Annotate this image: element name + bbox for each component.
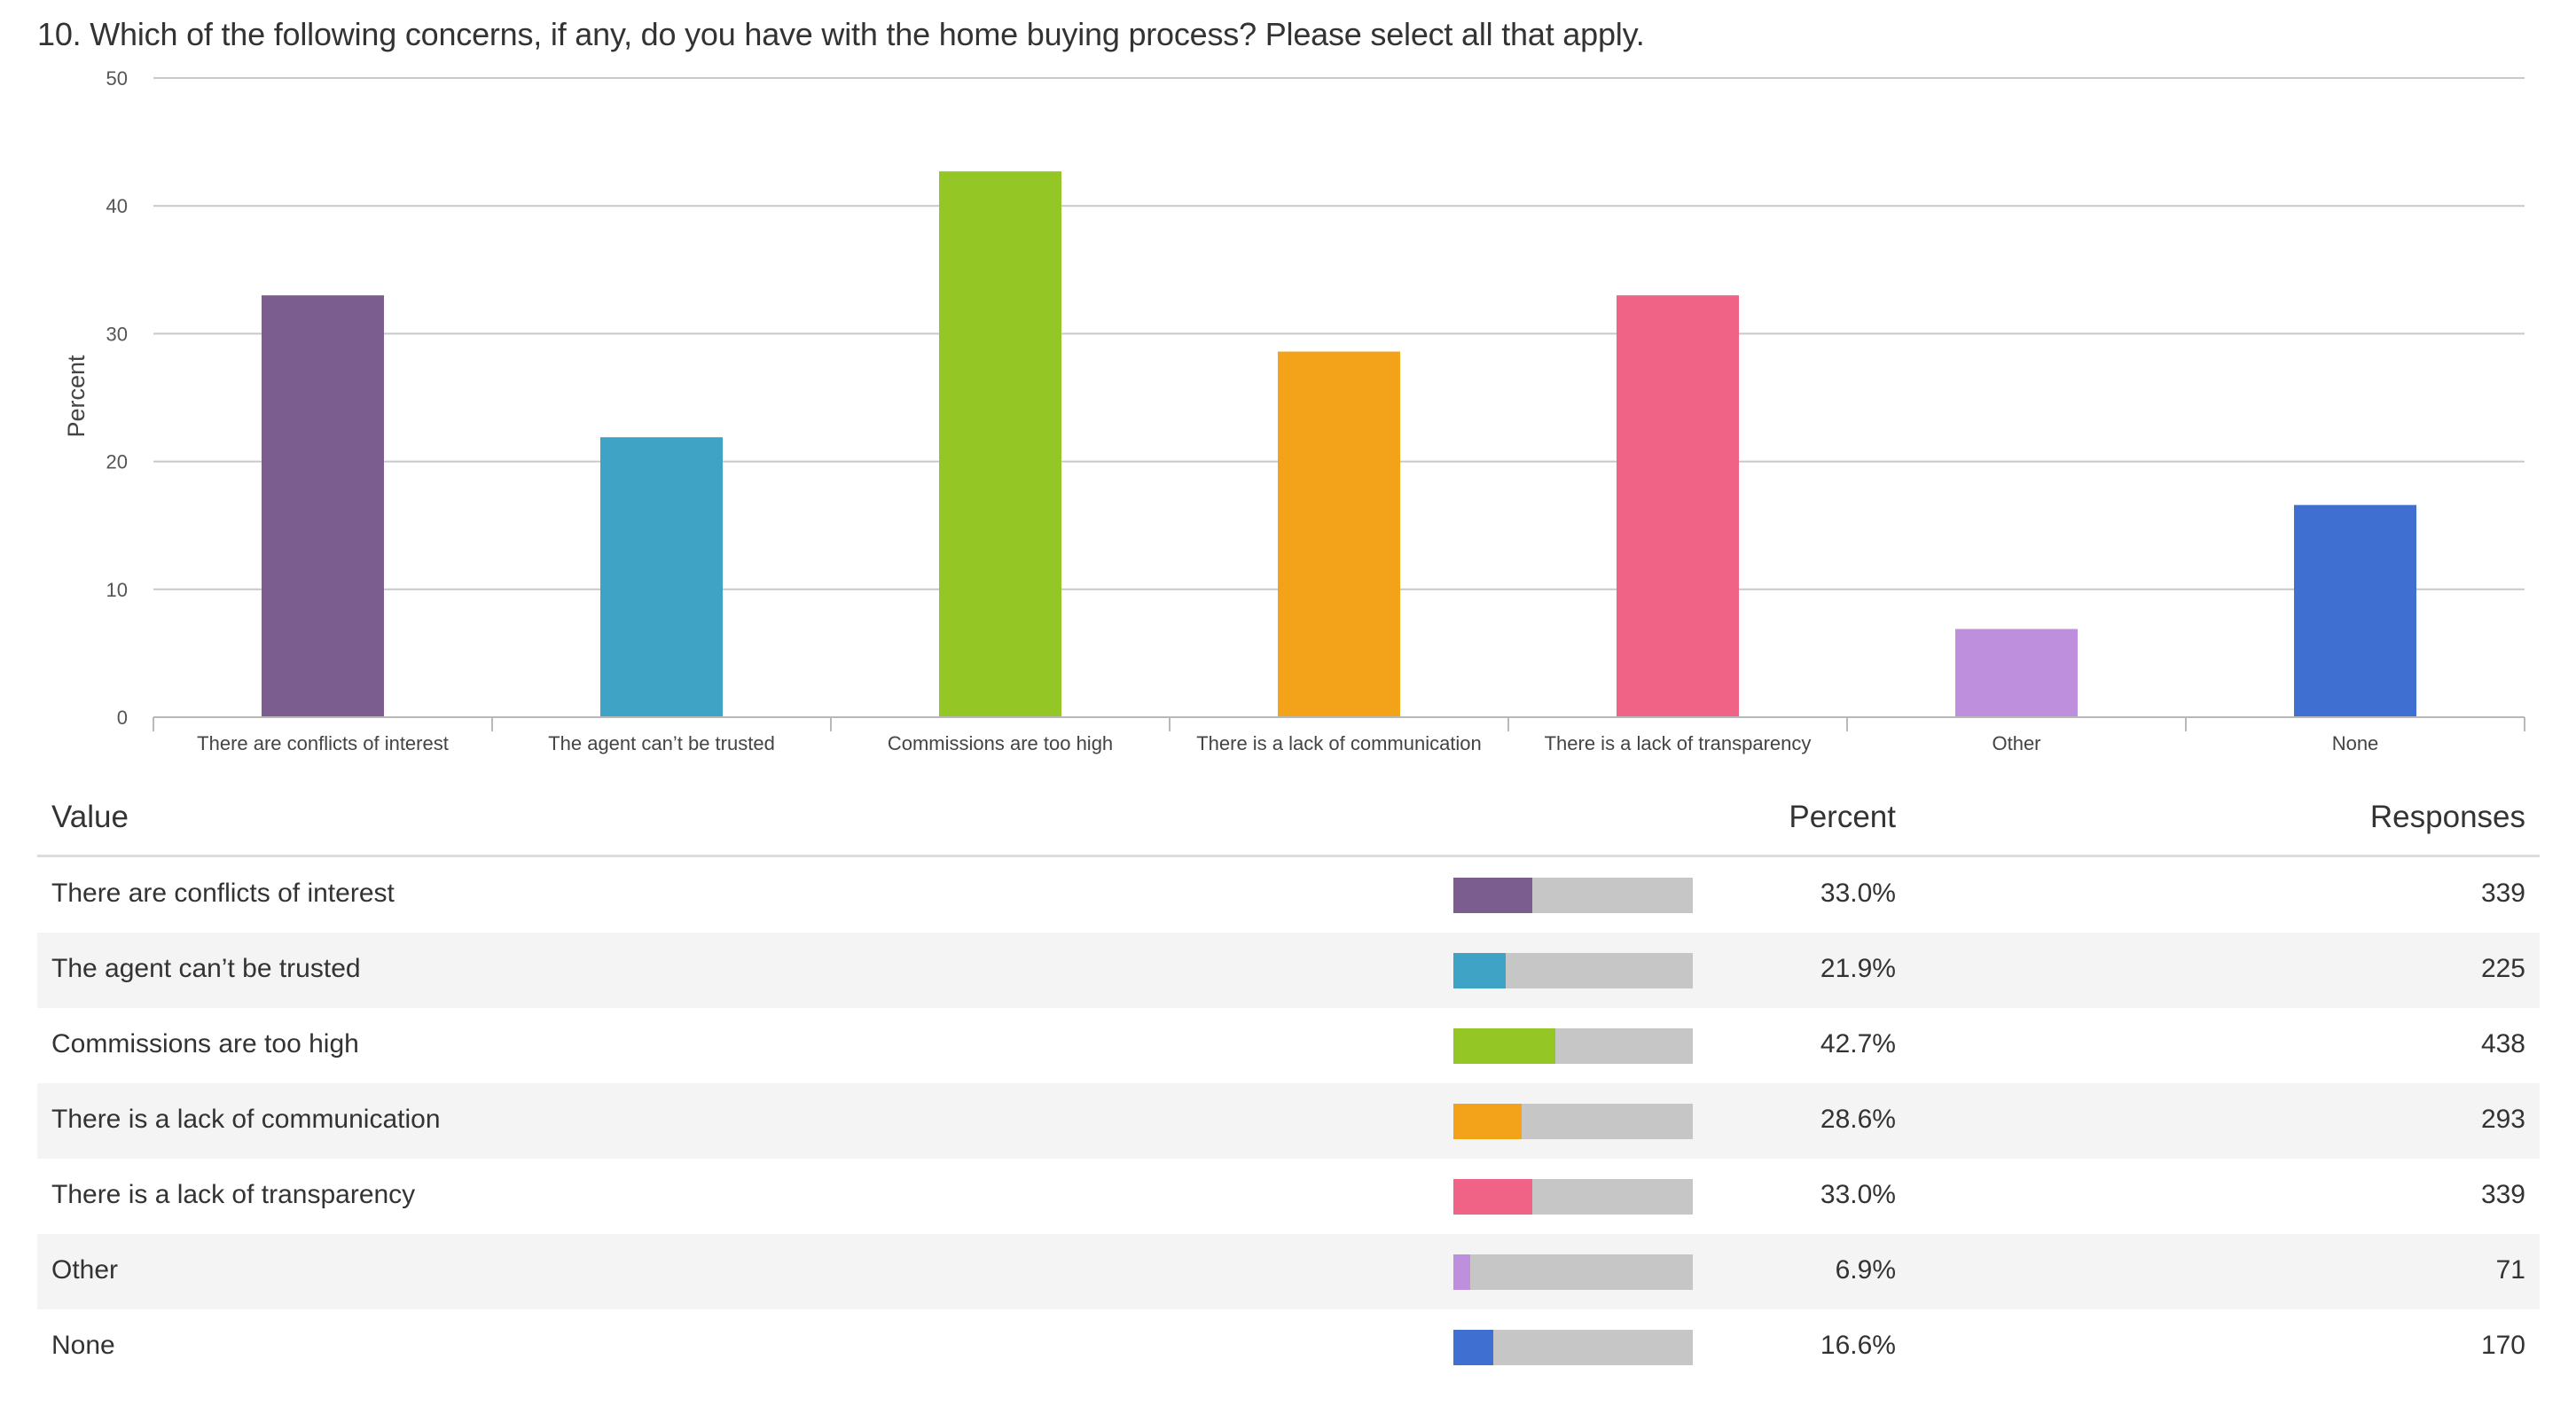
row-label: There are conflicts of interest bbox=[51, 879, 395, 908]
row-responses: 339 bbox=[2480, 1180, 2525, 1209]
row-label: There is a lack of communication bbox=[51, 1105, 441, 1134]
percent-bar-fill bbox=[1453, 878, 1533, 913]
row-label: Other bbox=[51, 1255, 119, 1285]
row-responses: 71 bbox=[2495, 1255, 2525, 1285]
header-percent: Percent bbox=[1789, 800, 1896, 834]
table-row: Other 6.9% 71 bbox=[37, 1234, 2540, 1309]
table-row: There are conflicts of interest 33.0% 339 bbox=[37, 857, 2540, 933]
x-tick-label: None bbox=[2332, 732, 2379, 754]
x-tick-label: Other bbox=[1992, 732, 2040, 754]
bar bbox=[600, 437, 723, 717]
x-tick-label: Commissions are too high bbox=[888, 732, 1113, 754]
y-tick-label: 10 bbox=[106, 579, 128, 601]
row-percent: 28.6% bbox=[1820, 1105, 1896, 1134]
header-value: Value bbox=[51, 800, 129, 834]
x-tick-label: There is a lack of communication bbox=[1196, 732, 1482, 754]
row-label: Commissions are too high bbox=[51, 1029, 359, 1059]
x-tick-label: There is a lack of transparency bbox=[1545, 732, 1812, 754]
results-table: Value Percent Responses There are confli… bbox=[37, 780, 2540, 1385]
row-responses: 438 bbox=[2480, 1029, 2525, 1059]
row-label: None bbox=[51, 1331, 115, 1360]
percent-bar-fill bbox=[1453, 953, 1507, 988]
percent-bar bbox=[1453, 1028, 1693, 1064]
percent-bar-fill bbox=[1453, 1330, 1493, 1365]
bar bbox=[1955, 629, 2078, 717]
percent-bar bbox=[1453, 953, 1693, 988]
percent-bar-fill bbox=[1453, 1104, 1523, 1139]
row-percent: 42.7% bbox=[1820, 1029, 1896, 1059]
row-responses: 170 bbox=[2480, 1331, 2525, 1360]
bar bbox=[262, 295, 384, 717]
percent-bar bbox=[1453, 1104, 1693, 1139]
x-axis-ticks: There are conflicts of interest The agent… bbox=[153, 717, 2525, 754]
header-responses: Responses bbox=[2369, 800, 2525, 834]
y-tick-label: 50 bbox=[106, 67, 128, 90]
table-row: There is a lack of communication 28.6% 293 bbox=[37, 1083, 2540, 1159]
row-responses: 293 bbox=[2480, 1105, 2525, 1134]
y-tick-label: 30 bbox=[106, 323, 128, 345]
table-body: There are conflicts of interest 33.0% 339 T… bbox=[37, 857, 2540, 1385]
percent-bar bbox=[1453, 1330, 1693, 1365]
percent-bar bbox=[1453, 1179, 1693, 1215]
row-label: The agent can’t be trusted bbox=[51, 954, 361, 983]
x-tick-label: There are conflicts of interest bbox=[197, 732, 449, 754]
y-tick-label: 0 bbox=[117, 707, 128, 729]
row-percent: 6.9% bbox=[1835, 1255, 1896, 1285]
bar bbox=[1617, 295, 1739, 717]
row-label: There is a lack of transparency bbox=[51, 1180, 416, 1209]
percent-bar bbox=[1453, 878, 1693, 913]
x-tick-label: The agent can’t be trusted bbox=[548, 732, 775, 754]
table-row: Commissions are too high 42.7% 438 bbox=[37, 1008, 2540, 1083]
percent-bar-fill bbox=[1453, 1179, 1533, 1215]
row-percent: 33.0% bbox=[1820, 1180, 1896, 1209]
row-percent: 16.6% bbox=[1820, 1331, 1896, 1360]
question-title: 10. Which of the following concerns, if … bbox=[37, 16, 1645, 52]
table-header: Value Percent Responses bbox=[37, 780, 2540, 857]
bar-chart: 0 10 20 30 40 50 Percent There are conflicts … bbox=[63, 67, 2525, 754]
row-percent: 33.0% bbox=[1820, 879, 1896, 908]
percent-bar bbox=[1453, 1254, 1693, 1290]
bar bbox=[1278, 351, 1400, 717]
row-responses: 225 bbox=[2480, 954, 2525, 983]
percent-bar-fill bbox=[1453, 1254, 1470, 1290]
table-row: There is a lack of transparency 33.0% 339 bbox=[37, 1159, 2540, 1234]
row-responses: 339 bbox=[2480, 879, 2525, 908]
percent-bar-fill bbox=[1453, 1028, 1556, 1064]
table-row: The agent can’t be trusted 21.9% 225 bbox=[37, 933, 2540, 1008]
bars bbox=[262, 171, 2416, 718]
y-axis-label: Percent bbox=[63, 355, 90, 438]
table-row: None 16.6% 170 bbox=[37, 1309, 2540, 1385]
bar bbox=[2294, 504, 2416, 717]
bar bbox=[939, 171, 1061, 718]
row-percent: 21.9% bbox=[1820, 954, 1896, 983]
y-axis-ticks: 0 10 20 30 40 50 bbox=[106, 67, 128, 729]
y-tick-label: 20 bbox=[106, 451, 128, 473]
y-tick-label: 40 bbox=[106, 195, 128, 217]
